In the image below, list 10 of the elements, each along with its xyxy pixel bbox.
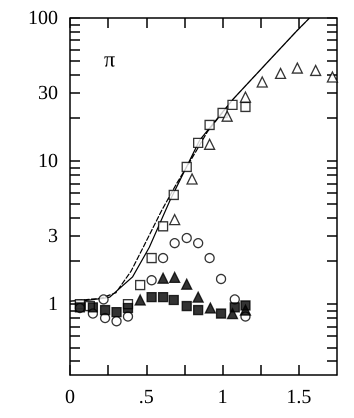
y-tick-label: 10 xyxy=(38,150,58,172)
y-tick-label: 1 xyxy=(48,293,58,316)
x-tick-label: 1.5 xyxy=(286,386,312,408)
x-tick-label: 1 xyxy=(218,386,228,408)
y-tick-label: 30 xyxy=(38,82,58,104)
x-tick-label: 0 xyxy=(65,386,75,408)
y-tick-label: 3 xyxy=(48,224,58,247)
y-tick-label: 100 xyxy=(28,7,58,29)
annotation: π xyxy=(104,46,116,72)
x-tick-label: .5 xyxy=(138,386,154,408)
